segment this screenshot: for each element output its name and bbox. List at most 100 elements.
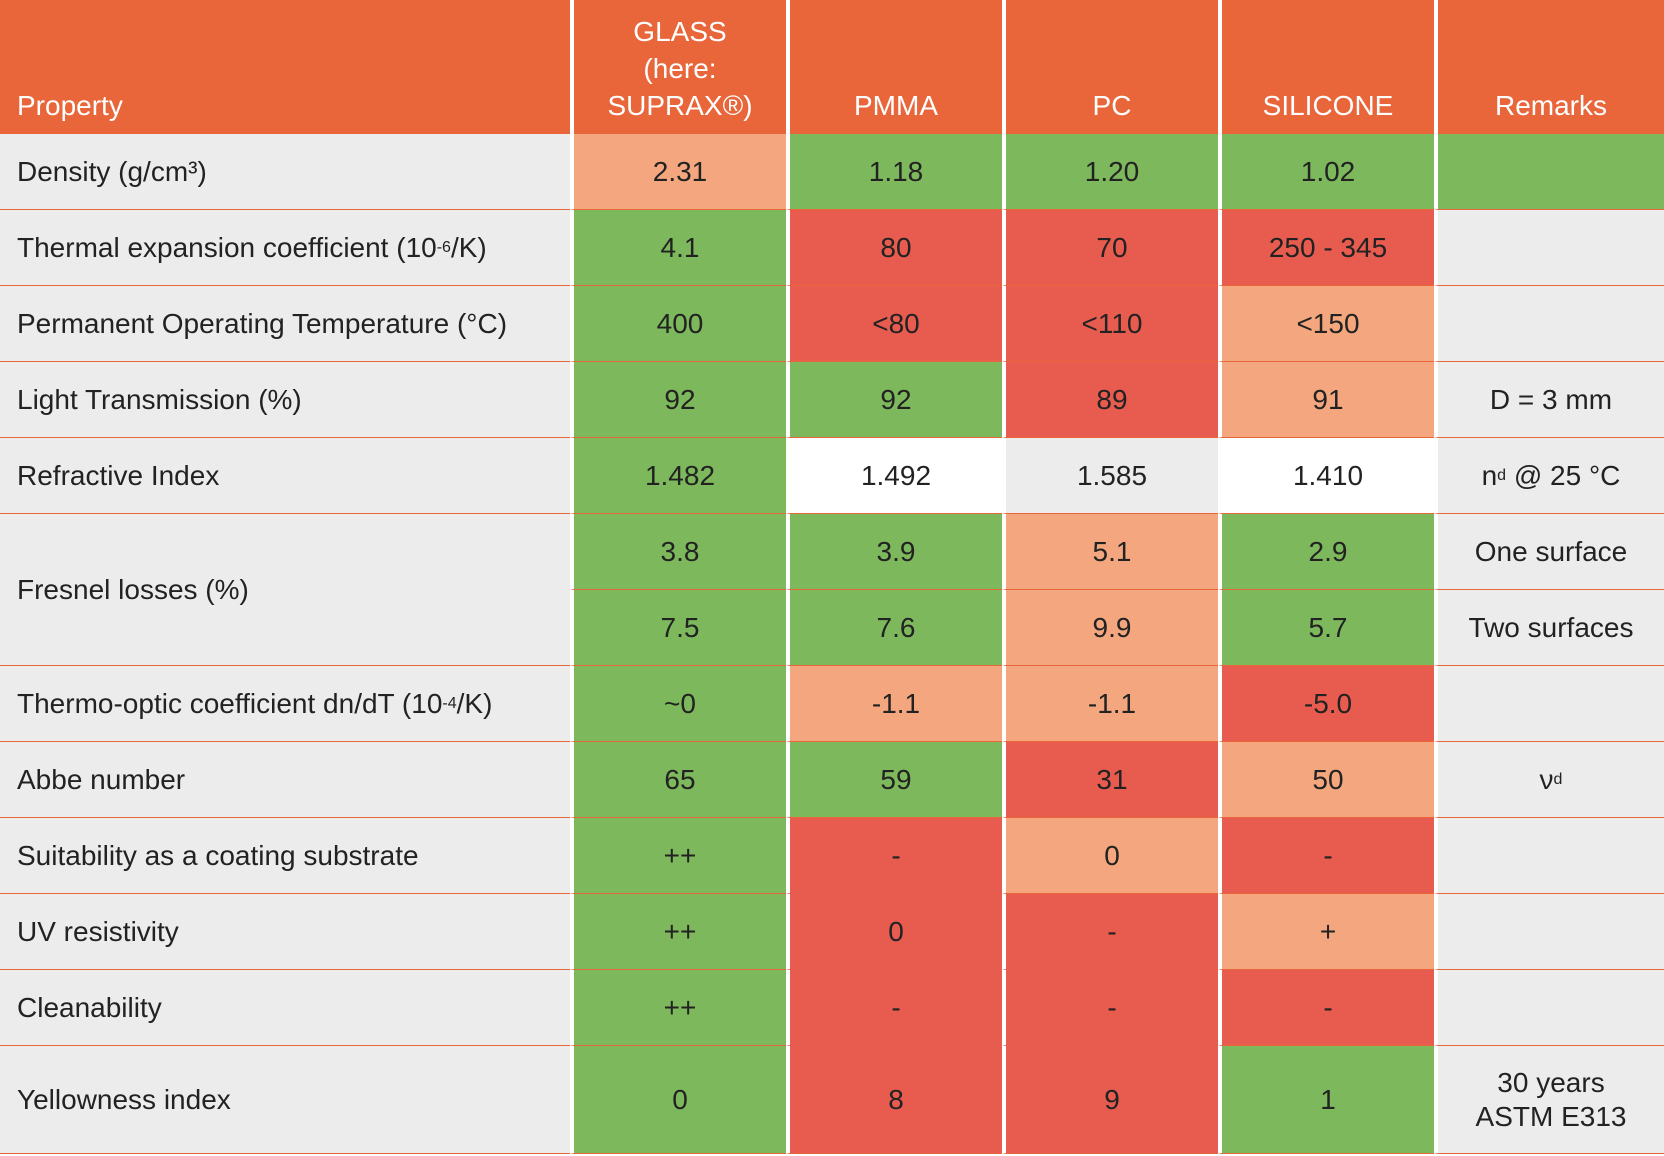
operating-temperature-pmma: <80 [786,286,1002,362]
thermal-expansion-silicone: 250 - 345 [1218,210,1434,286]
light-transmission-pc: 89 [1002,362,1218,438]
thermo-optic-label-sup: -4 [442,694,457,712]
abbe-number-glass: 65 [570,742,786,818]
refractive-index-glass: 1.482 [570,438,786,514]
uv-resistivity-silicone: + [1218,894,1434,970]
thermal-expansion-glass: 4.1 [570,210,786,286]
refractive-index-pmma: 1.492 [786,438,1002,514]
row-fresnel-losses-label: Fresnel losses (%) [0,514,570,666]
fresnel-one-glass: 3.8 [570,514,786,590]
yellowness-index-pmma: 8 [786,1046,1002,1154]
row-cleanability-label: Cleanability [0,970,570,1046]
cleanability-remark [1434,970,1664,1046]
cleanability-glass: ++ [570,970,786,1046]
header-remarks: Remarks [1434,0,1664,134]
fresnel-one-pc: 5.1 [1002,514,1218,590]
yellowness-remark-line2: ASTM E313 [1475,1100,1627,1132]
thermo-optic-silicone: -5.0 [1218,666,1434,742]
header-pc: PC [1002,0,1218,134]
header-glass: GLASS (here: SUPRAX®) [570,0,786,134]
abbe-number-remark-main: ν [1539,763,1554,795]
refractive-index-silicone: 1.410 [1218,438,1434,514]
coating-substrate-pc: 0 [1002,818,1218,894]
abbe-number-silicone: 50 [1218,742,1434,818]
density-remark [1434,134,1664,210]
coating-substrate-glass: ++ [570,818,786,894]
light-transmission-pmma: 92 [786,362,1002,438]
uv-resistivity-remark [1434,894,1664,970]
operating-temperature-glass: 400 [570,286,786,362]
density-pmma: 1.18 [786,134,1002,210]
density-pc: 1.20 [1002,134,1218,210]
light-transmission-remark: D = 3 mm [1434,362,1664,438]
row-coating-substrate-label: Suitability as a coating substrate [0,818,570,894]
thermal-expansion-label-sup: -6 [436,238,451,256]
row-yellowness-index-label: Yellowness index [0,1046,570,1154]
row-refractive-index-label: Refractive Index [0,438,570,514]
fresnel-two-pmma: 7.6 [786,590,1002,666]
operating-temperature-silicone: <150 [1218,286,1434,362]
abbe-number-pc: 31 [1002,742,1218,818]
cleanability-silicone: - [1218,970,1434,1046]
light-transmission-silicone: 91 [1218,362,1434,438]
thermal-expansion-label-tail: /K) [450,231,487,263]
coating-substrate-remark [1434,818,1664,894]
uv-resistivity-glass: ++ [570,894,786,970]
thermo-optic-label-main: Thermo-optic coefficient dn/dT (10 [17,687,443,719]
refractive-index-pc: 1.585 [1002,438,1218,514]
row-light-transmission-label: Light Transmission (%) [0,362,570,438]
header-glass-line2: (here: [643,53,717,84]
thermal-expansion-remark [1434,210,1664,286]
header-glass-line3: SUPRAX®) [607,90,753,121]
operating-temperature-pc: <110 [1002,286,1218,362]
cleanability-pmma: - [786,970,1002,1046]
abbe-number-remark-sub: d [1553,770,1563,788]
row-operating-temperature-label: Permanent Operating Temperature (°C) [0,286,570,362]
thermo-optic-glass: ~0 [570,666,786,742]
fresnel-one-pmma: 3.9 [786,514,1002,590]
abbe-number-pmma: 59 [786,742,1002,818]
header-property: Property [0,0,570,134]
yellowness-index-remark: 30 years ASTM E313 [1434,1046,1664,1154]
fresnel-two-remark: Two surfaces [1434,590,1664,666]
yellowness-remark-line1: 30 years [1497,1066,1605,1098]
coating-substrate-pmma: - [786,818,1002,894]
thermal-expansion-pc: 70 [1002,210,1218,286]
thermal-expansion-pmma: 80 [786,210,1002,286]
density-glass: 2.31 [570,134,786,210]
row-abbe-number-label: Abbe number [0,742,570,818]
thermo-optic-pmma: -1.1 [786,666,1002,742]
light-transmission-glass: 92 [570,362,786,438]
coating-substrate-silicone: - [1218,818,1434,894]
fresnel-one-remark: One surface [1434,514,1664,590]
thermal-expansion-label-main: Thermal expansion coefficient (10 [17,231,437,263]
thermo-optic-pc: -1.1 [1002,666,1218,742]
row-thermo-optic-label: Thermo-optic coefficient dn/dT (10 -4/K) [0,666,570,742]
row-uv-resistivity-label: UV resistivity [0,894,570,970]
thermo-optic-remark [1434,666,1664,742]
fresnel-one-silicone: 2.9 [1218,514,1434,590]
density-silicone: 1.02 [1218,134,1434,210]
header-silicone: SILICONE [1218,0,1434,134]
yellowness-index-pc: 9 [1002,1046,1218,1154]
fresnel-two-silicone: 5.7 [1218,590,1434,666]
fresnel-two-glass: 7.5 [570,590,786,666]
yellowness-index-glass: 0 [570,1046,786,1154]
row-thermal-expansion-label: Thermal expansion coefficient (10 -6/K) [0,210,570,286]
fresnel-two-pc: 9.9 [1002,590,1218,666]
operating-temperature-remark [1434,286,1664,362]
uv-resistivity-pc: - [1002,894,1218,970]
refractive-index-remark-main: n [1481,459,1498,491]
uv-resistivity-pmma: 0 [786,894,1002,970]
refractive-index-remark-tail: @ 25 °C [1506,459,1621,491]
refractive-index-remark-sub: d [1497,466,1507,484]
row-density-label: Density (g/cm³) [0,134,570,210]
header-pmma: PMMA [786,0,1002,134]
yellowness-index-silicone: 1 [1218,1046,1434,1154]
header-glass-line1: GLASS [633,16,727,47]
cleanability-pc: - [1002,970,1218,1046]
thermo-optic-label-tail: /K) [456,687,493,719]
